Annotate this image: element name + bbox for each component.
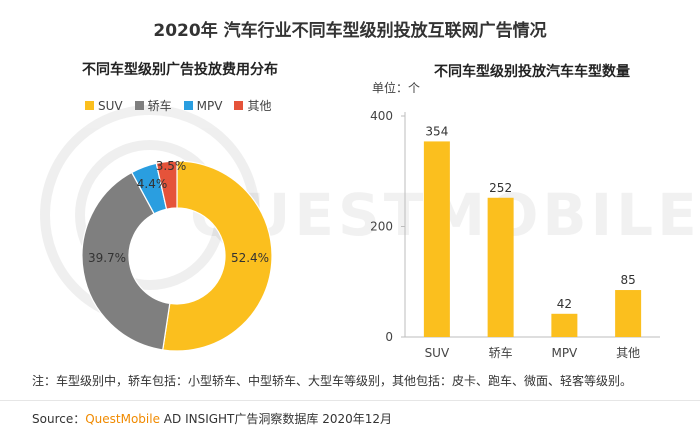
- y-tick-label: 0: [385, 330, 393, 344]
- legend-item: 轿车: [134, 97, 172, 114]
- donut-data-label: 39.7%: [88, 251, 126, 265]
- bar-2: [551, 313, 578, 337]
- legend-label: 其他: [247, 99, 272, 113]
- legend-item: MPV: [183, 97, 223, 114]
- donut-legend: SUV 轿车 MPV 其他: [85, 97, 271, 114]
- bar-data-label: 252: [489, 181, 512, 195]
- bar-1: [487, 197, 514, 337]
- bar-3: [615, 290, 642, 337]
- y-tick-label: 200: [370, 220, 393, 234]
- source-prefix: Source：: [32, 412, 86, 426]
- legend-label: SUV: [98, 98, 123, 113]
- bar-0: [423, 141, 450, 337]
- donut-chart-title: 不同车型级别广告投放费用分布: [82, 62, 278, 78]
- footnote: 注：车型级别中，轿车包括：小型轿车、中型轿车、大型车等级别，其他包括：皮卡、跑车…: [32, 374, 633, 388]
- legend-item: SUV: [85, 97, 123, 114]
- legend-swatch: [234, 101, 244, 110]
- donut-slice-0: [162, 160, 273, 352]
- legend-item: 其他: [234, 97, 271, 114]
- source-brand: QuestMobile: [85, 412, 160, 426]
- source-rest: AD INSIGHT广告洞察数据库 2020年12月: [159, 412, 393, 426]
- legend-swatch: [183, 101, 193, 110]
- legend-swatch: [134, 101, 144, 110]
- x-tick-label: 其他: [616, 346, 640, 360]
- source-line: Source：QuestMobile AD INSIGHT广告洞察数据库 202…: [32, 410, 392, 427]
- bar-data-label: 85: [620, 273, 635, 287]
- bar-data-label: 354: [425, 124, 448, 138]
- x-tick-label: MPV: [551, 346, 578, 360]
- donut-data-label: 52.4%: [231, 251, 269, 265]
- y-unit-label: 单位：个: [372, 80, 420, 95]
- bar-data-label: 42: [557, 297, 572, 311]
- legend-label: MPV: [196, 98, 223, 113]
- bar-chart-title: 不同车型级别投放汽车车型数量: [434, 64, 630, 80]
- y-tick-label: 400: [370, 109, 393, 123]
- x-tick-label: 轿车: [489, 345, 513, 360]
- divider: [0, 400, 700, 401]
- x-tick-label: SUV: [425, 346, 450, 360]
- donut-data-label: 3.5%: [156, 159, 187, 173]
- donut-data-label: 4.4%: [137, 177, 168, 191]
- donut-slice-1: [81, 171, 171, 351]
- donut-slice-3: [155, 160, 178, 210]
- page-title: 2020年 汽车行业不同车型级别投放互联网广告情况: [153, 21, 547, 41]
- legend-swatch: [85, 101, 94, 110]
- legend-label: 轿车: [147, 99, 172, 113]
